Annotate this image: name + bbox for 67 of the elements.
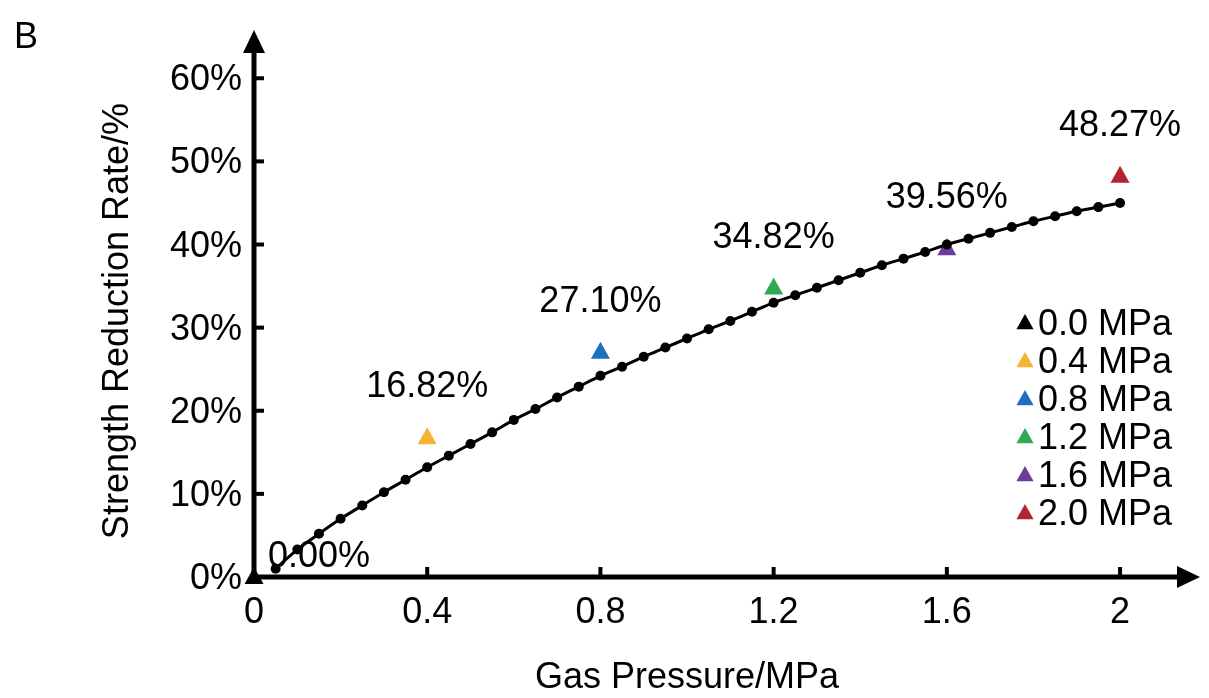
data-label: 16.82%	[366, 364, 489, 406]
point	[530, 404, 541, 415]
x-tick-label: 0.4	[402, 590, 453, 631]
legend-label: 1.2 MPa	[1038, 416, 1174, 457]
y-axis-title: Strength Reduction Rate/%	[95, 102, 136, 540]
point	[855, 267, 866, 278]
point	[768, 297, 779, 308]
x-tick-label: 0.8	[575, 590, 626, 631]
point	[617, 361, 628, 372]
point	[1050, 211, 1061, 222]
point	[443, 450, 454, 461]
point	[357, 500, 368, 511]
point	[573, 381, 584, 392]
point	[1006, 222, 1017, 233]
y-tick-label: 10%	[169, 472, 242, 514]
point	[703, 324, 714, 335]
point	[1115, 197, 1126, 208]
point	[465, 439, 476, 449]
y-tick-label: 60%	[169, 57, 242, 99]
data-label: 27.10%	[539, 278, 662, 320]
x-tick-label: 1.6	[921, 590, 972, 631]
x-tick-label: 1.2	[748, 590, 799, 631]
point	[790, 290, 801, 301]
point	[876, 260, 887, 271]
legend-label: 0.4 MPa	[1038, 340, 1174, 381]
point	[898, 253, 909, 264]
y-tick-label: 50%	[169, 140, 242, 182]
point	[963, 233, 974, 244]
y-tick-label: 20%	[169, 389, 242, 431]
point	[400, 474, 411, 485]
point	[595, 370, 606, 381]
point	[1028, 216, 1039, 227]
point	[833, 275, 844, 286]
point	[552, 392, 563, 403]
point	[811, 282, 822, 293]
point	[422, 462, 433, 473]
data-label: 34.82%	[712, 214, 835, 256]
point	[417, 427, 437, 445]
point	[660, 342, 671, 353]
point	[764, 277, 784, 295]
y-tick-label: 30%	[169, 306, 242, 348]
x-axis-title: Gas Pressure/MPa	[534, 655, 841, 696]
text: B	[14, 15, 39, 56]
data-label: 39.56%	[885, 175, 1008, 217]
point	[682, 333, 693, 344]
y-tick-label: 40%	[169, 223, 242, 265]
data-label: 48.27%	[1058, 102, 1182, 144]
x-tick-label: 0	[243, 590, 265, 631]
point	[985, 227, 996, 238]
point	[590, 341, 610, 359]
point	[725, 315, 736, 326]
point	[378, 487, 389, 498]
x-tick-label: 2	[1110, 590, 1131, 631]
point	[508, 414, 519, 425]
point	[335, 513, 346, 524]
point	[487, 427, 498, 438]
y-tick-label: 0%	[189, 556, 242, 597]
point	[638, 351, 649, 362]
legend-label: 1.6 MPa	[1038, 454, 1174, 495]
point	[1071, 206, 1082, 217]
legend-label: 0.0 MPa	[1038, 302, 1174, 343]
point	[1110, 165, 1130, 183]
point	[746, 306, 757, 317]
legend-label: 0.8 MPa	[1038, 378, 1174, 419]
legend-label: 2.0 MPa	[1038, 492, 1174, 533]
point	[920, 246, 931, 257]
point	[1093, 202, 1104, 213]
